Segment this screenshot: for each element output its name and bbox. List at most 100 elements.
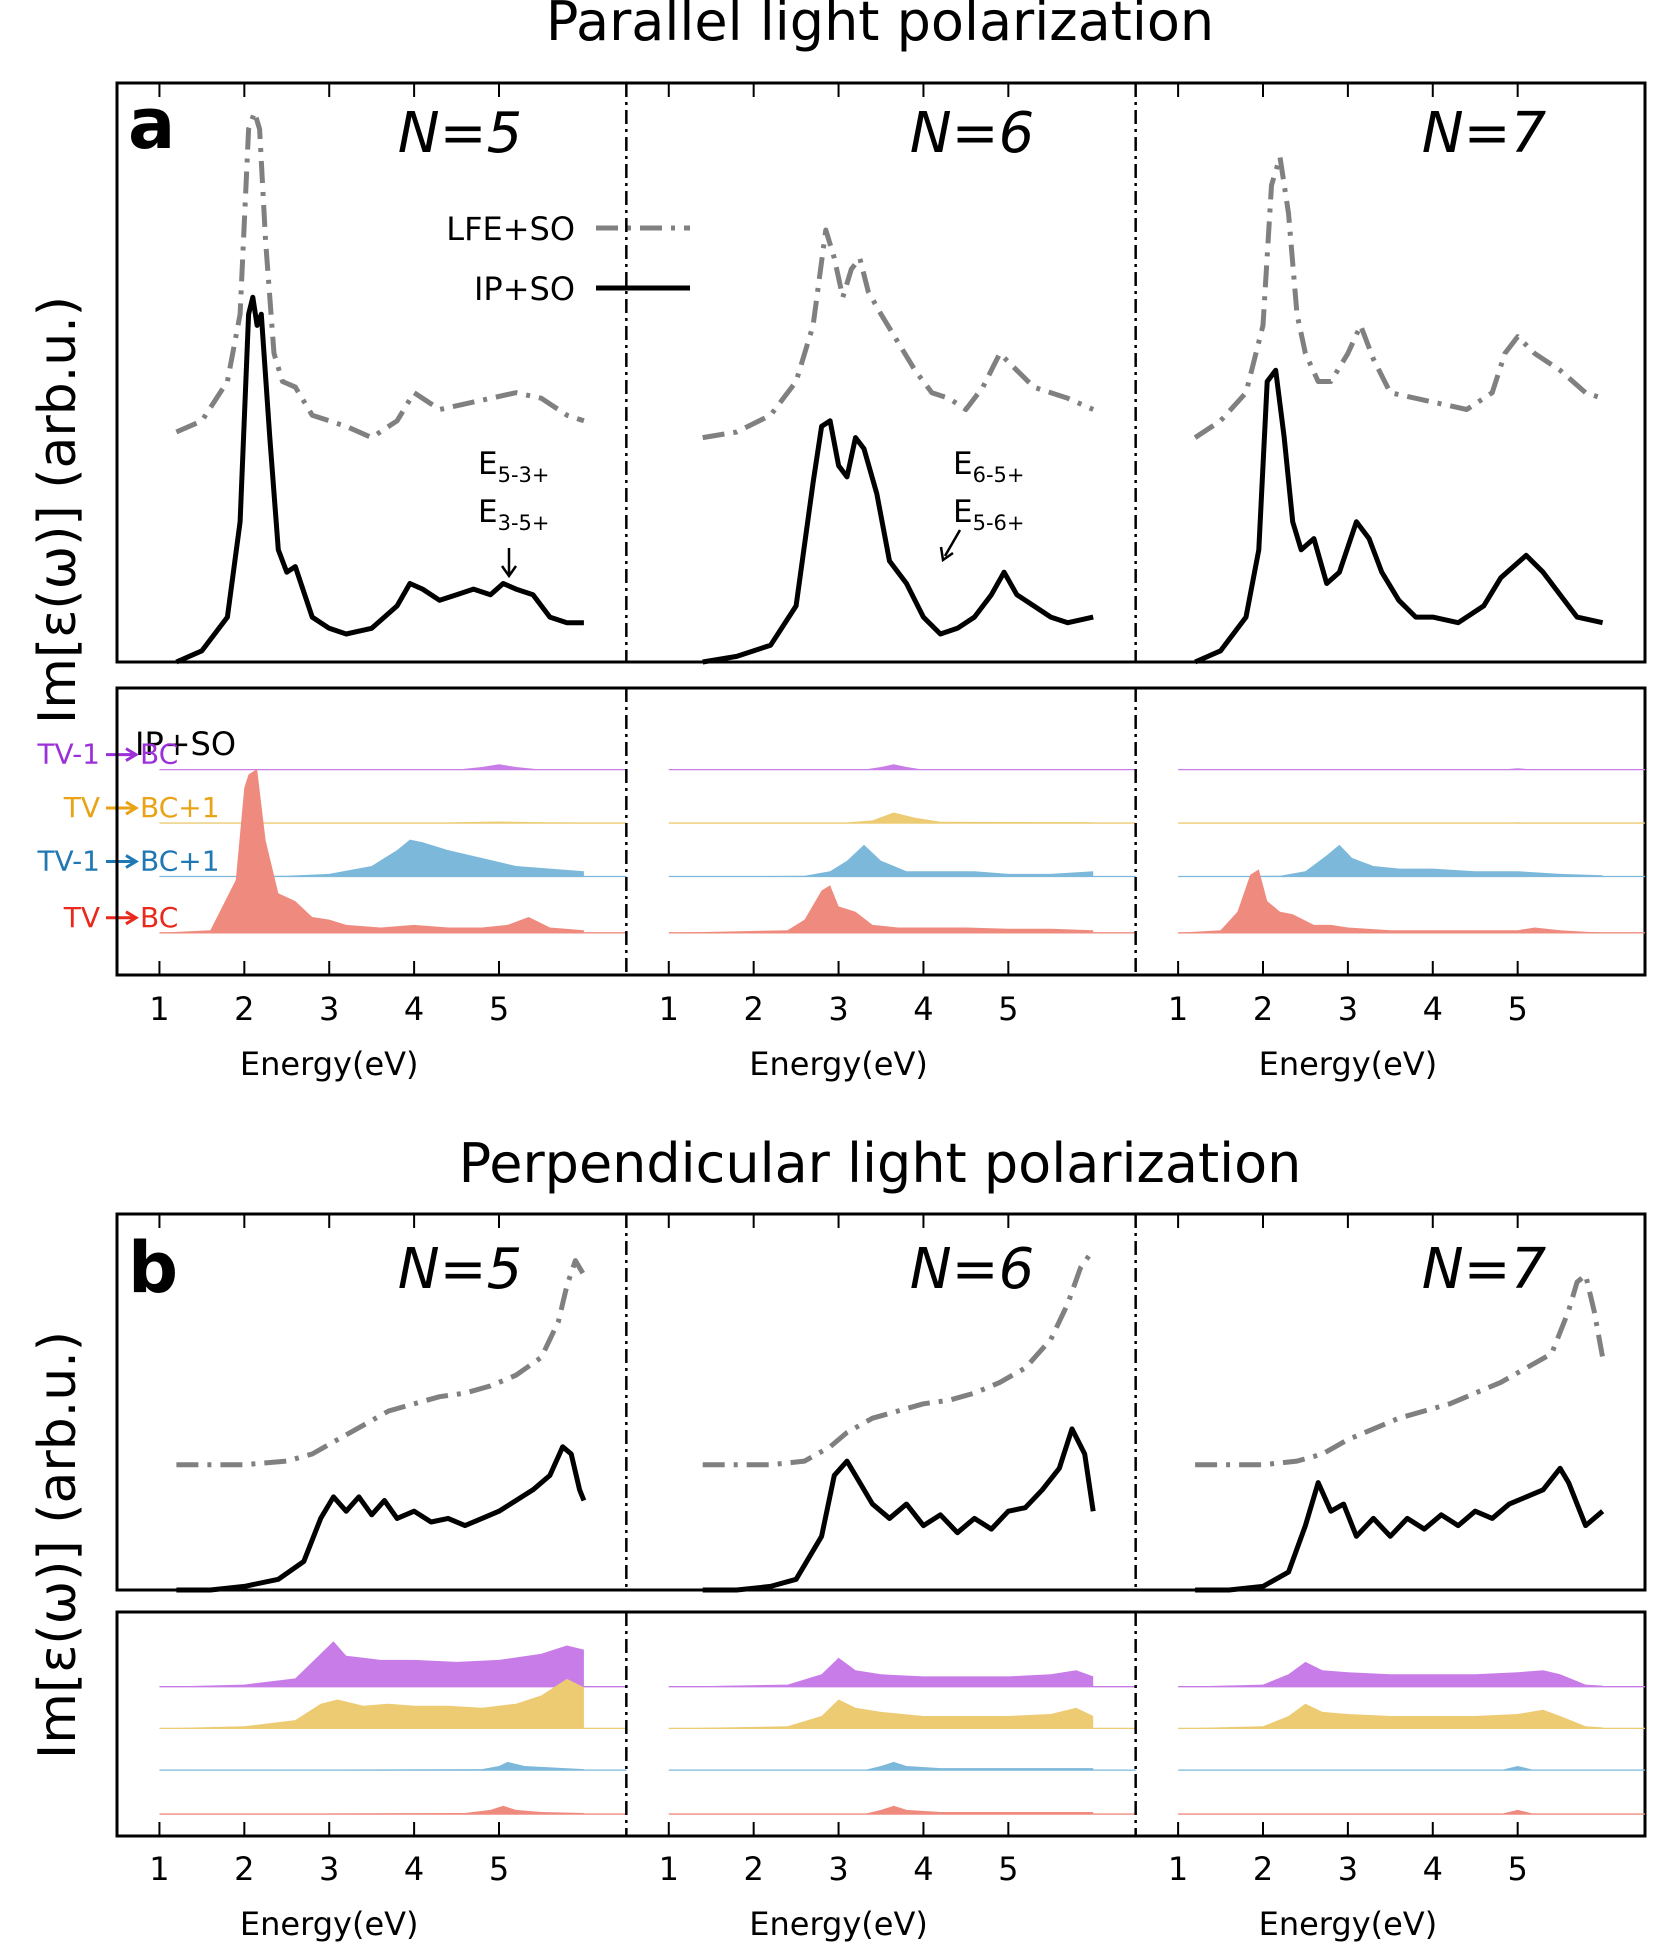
- component-fill: [159, 769, 584, 933]
- subplot-title: N=7: [1422, 1237, 1547, 1302]
- component-fill: [1178, 822, 1603, 824]
- lfe-so-curve: [175, 109, 585, 441]
- x-tick-label: 3: [1338, 1850, 1358, 1888]
- transition-from: TV: [63, 791, 100, 824]
- annotation-arrow: [500, 548, 518, 579]
- x-tick-label: 4: [404, 1850, 424, 1888]
- subplot-title: N=5: [398, 1237, 522, 1302]
- x-tick-label: 3: [828, 1850, 848, 1888]
- component-fill: [159, 764, 584, 770]
- panel-a-title: Parallel light polarization: [546, 0, 1214, 53]
- component-fill: [668, 812, 1094, 824]
- subplot-title: N=5: [398, 101, 522, 166]
- component-fill: [159, 821, 584, 824]
- component-fill: [1178, 768, 1603, 770]
- annotation-n5: E5-3+ E3-5+: [478, 446, 550, 579]
- component-fill: [1178, 1766, 1603, 1771]
- lower-plot-frame: [115, 1610, 1647, 1838]
- x-tick-label: 2: [234, 990, 254, 1028]
- legend-lfe-label: LFE+SO: [446, 210, 575, 248]
- transition-arrow-icon: [106, 910, 139, 926]
- panel-b-title: Perpendicular light polarization: [459, 1132, 1302, 1195]
- subplot-title: N=6: [910, 1237, 1034, 1302]
- x-tick-label: 5: [1507, 1850, 1527, 1888]
- x-axis-label: Energy(eV): [749, 1045, 928, 1083]
- legend: LFE+SO IP+SO: [446, 210, 690, 308]
- x-tick-label: 5: [998, 990, 1018, 1028]
- subplot-title: N=6: [910, 101, 1034, 166]
- panel-b-letter: b: [128, 1227, 178, 1309]
- x-tick-label: 3: [319, 990, 339, 1028]
- x-tick-label: 5: [489, 1850, 509, 1888]
- panel-b-subplot-titles: N=5 N=6 N=7: [398, 1237, 1547, 1302]
- x-tick-label: 1: [149, 990, 169, 1028]
- transition-arrow-icon: [106, 800, 139, 816]
- transition-label: TV BC+1: [63, 791, 220, 824]
- x-tick-label: 4: [913, 1850, 933, 1888]
- lfe-so-curve: [1195, 1272, 1606, 1468]
- component-fill: [1178, 844, 1603, 877]
- component-fill: [668, 1699, 1094, 1729]
- component-fill: [159, 1678, 584, 1729]
- transition-from: TV-1: [36, 738, 100, 771]
- lfe-so-curve: [702, 227, 1095, 441]
- ip-so-curve: [176, 1444, 587, 1593]
- component-fill: [1178, 869, 1603, 933]
- x-tick-label: 5: [1507, 990, 1527, 1028]
- plots: 1 2 3 4 5 Energy(eV) 1 2 3 4 5 Energy(eV) 1 2 3 4 5 Energ…: [115, 81, 1647, 1943]
- x-tick-label: 2: [1253, 1850, 1273, 1888]
- upper-plot-frame: [115, 1212, 1647, 1592]
- x-axis-label: Energy(eV): [1259, 1905, 1438, 1943]
- component-fill: [159, 1761, 584, 1771]
- x-axis-label: Energy(eV): [240, 1045, 419, 1083]
- lower-plot-label: IP+SO: [135, 725, 236, 763]
- transition-label: TV-1 BC: [36, 738, 178, 771]
- x-tick-label: 1: [149, 1850, 169, 1888]
- subplot-title: N=7: [1422, 101, 1547, 166]
- transition-arrow-icon: [106, 854, 139, 869]
- component-fill: [159, 1805, 584, 1814]
- transition-from: TV-1: [36, 845, 100, 878]
- transition-arrow-icon: [106, 747, 139, 762]
- x-tick-label: 5: [998, 1850, 1018, 1888]
- annotation-line: E6-5+: [953, 446, 1025, 487]
- panel-a-subplot-titles: N=5 N=6 N=7: [398, 101, 1547, 166]
- x-tick-label: 1: [659, 1850, 679, 1888]
- annotation-n6: E6-5+ E5-6+: [939, 446, 1025, 563]
- x-tick-label: 2: [743, 990, 763, 1028]
- panel-a-letter: a: [128, 83, 175, 165]
- x-axis-label: Energy(eV): [749, 1905, 928, 1943]
- x-tick-label: 3: [828, 990, 848, 1028]
- panel-a-ylabel: Im[ε(ω)] (arb.u.): [28, 296, 88, 724]
- transition-from: TV: [63, 901, 100, 934]
- annotation-line: E5-3+: [478, 446, 550, 487]
- lower-plot-frame: [115, 686, 1647, 977]
- component-fill: [668, 1805, 1094, 1814]
- ip-so-curve: [702, 1426, 1096, 1593]
- ip-so-curve: [1194, 367, 1604, 665]
- component-fill: [159, 839, 584, 877]
- lfe-so-curve: [1193, 154, 1604, 440]
- x-tick-label: 1: [1168, 1850, 1188, 1888]
- x-tick-label: 2: [1253, 990, 1273, 1028]
- x-axis-label: Energy(eV): [240, 1905, 419, 1943]
- lfe-so-curve: [176, 1258, 587, 1468]
- component-fill: [668, 844, 1094, 877]
- ip-so-curve: [175, 294, 584, 665]
- x-tick-label: 1: [659, 990, 679, 1028]
- component-fill: [668, 885, 1094, 933]
- lfe-so-curve: [702, 1248, 1096, 1468]
- transition-to: BC: [140, 901, 178, 934]
- component-fill: [668, 1761, 1094, 1771]
- transition-to: BC+1: [140, 791, 220, 824]
- x-tick-label: 2: [234, 1850, 254, 1888]
- ip-so-curve: [1195, 1465, 1605, 1593]
- transition-label: TV BC: [63, 901, 179, 934]
- transition-to: BC: [140, 738, 178, 771]
- upper-plot-frame: [115, 81, 1647, 664]
- component-fill: [1178, 1703, 1603, 1729]
- x-tick-label: 5: [489, 990, 509, 1028]
- x-tick-label: 3: [1338, 990, 1358, 1028]
- x-tick-label: 4: [404, 990, 424, 1028]
